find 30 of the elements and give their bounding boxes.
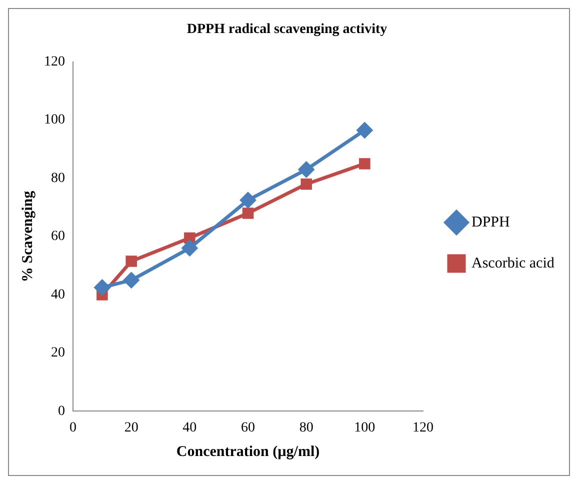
- y-axis-title: % Scavenging: [20, 190, 36, 282]
- point: [94, 280, 110, 296]
- y-tick-label: 0: [58, 404, 65, 419]
- y-tick-label: 80: [51, 170, 65, 186]
- x-tick-label: 20: [124, 420, 138, 436]
- x-tick-label: 100: [354, 420, 376, 436]
- point: [359, 158, 370, 170]
- point: [184, 232, 196, 244]
- x-tick-label: 0: [70, 420, 76, 436]
- point: [126, 256, 137, 267]
- x-tick-label: 40: [182, 420, 197, 436]
- point: [182, 240, 198, 256]
- y-tick-label: 20: [51, 346, 65, 361]
- legend-label: Ascorbic acid: [472, 255, 555, 272]
- point: [298, 162, 314, 178]
- x-tick-label: 120: [412, 420, 434, 436]
- point: [356, 122, 372, 138]
- x-tick-label: 80: [299, 420, 314, 436]
- x-axis-title: Concentration (µg/ml): [176, 444, 320, 460]
- y-tick-label: 60: [51, 229, 65, 244]
- y-tick-label: 40: [51, 287, 65, 302]
- point: [240, 192, 256, 208]
- point: [300, 178, 312, 190]
- legend-label: DPPH: [472, 214, 510, 230]
- point: [124, 272, 140, 288]
- point: [242, 208, 254, 219]
- y-tick-label: 100: [44, 112, 65, 128]
- x-tick-label: 60: [241, 420, 255, 436]
- chart-title: DPPH radical scavenging activity: [186, 22, 388, 38]
- y-tick-label: 120: [44, 54, 65, 70]
